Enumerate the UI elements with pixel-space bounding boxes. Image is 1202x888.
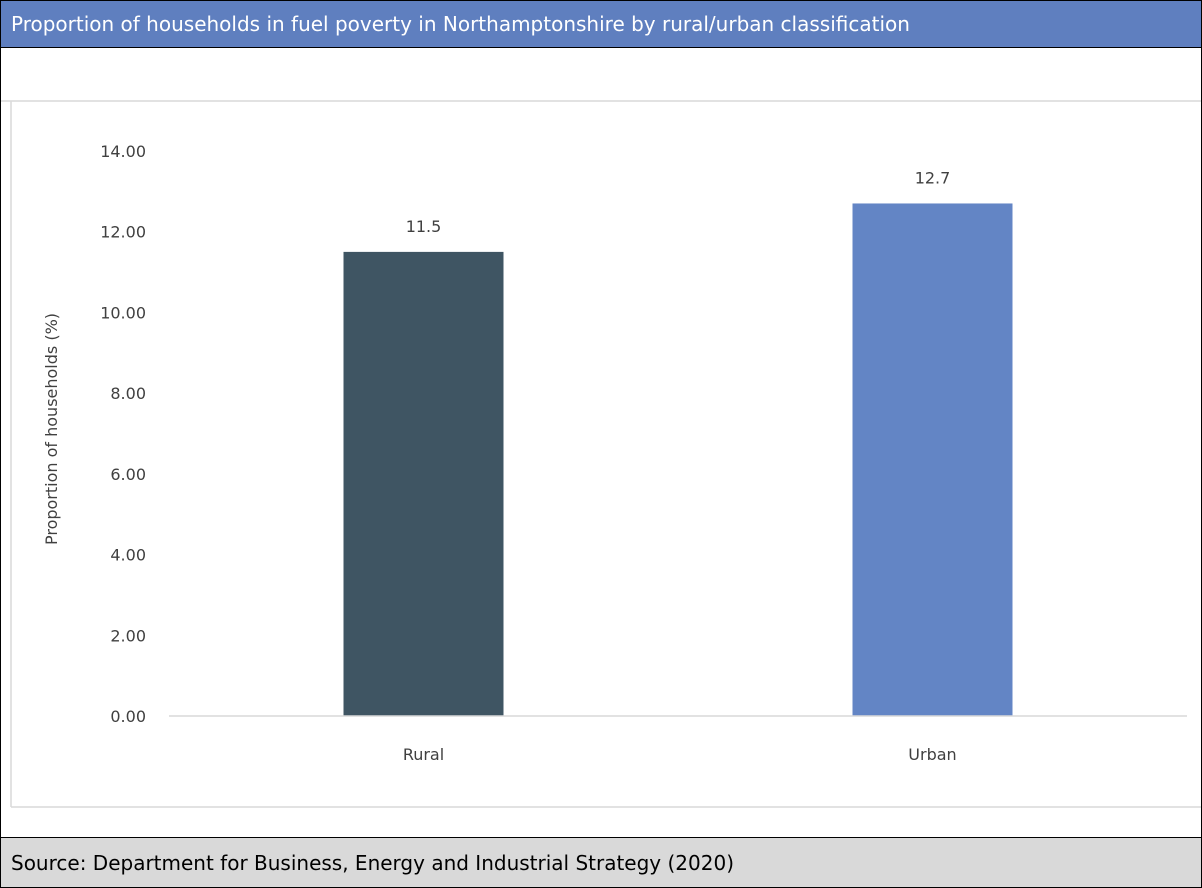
- y-axis-tick-labels: 0.00 2.00 4.00 6.00 8.00 10.00 12.00 14.00: [100, 142, 146, 726]
- chart-area: 0.00 2.00 4.00 6.00 8.00 10.00 12.00 14.00 11.5…: [1, 49, 1201, 837]
- y-tick-label: 0.00: [110, 707, 146, 726]
- data-label: 12.7: [915, 168, 951, 187]
- source-note: Source: Department for Business, Energy …: [1, 837, 1201, 887]
- y-tick-label: 10.00: [100, 303, 146, 322]
- y-tick-label: 4.00: [110, 546, 146, 565]
- data-label: 11.5: [406, 217, 442, 236]
- y-tick-label: 12.00: [100, 223, 146, 242]
- y-tick-label: 14.00: [100, 142, 146, 161]
- y-tick-label: 8.00: [110, 384, 146, 403]
- x-axis-category-labels: Rural Urban: [403, 745, 957, 764]
- bars: [343, 203, 1013, 716]
- chart-title: Proportion of households in fuel poverty…: [1, 1, 1201, 48]
- y-tick-label: 2.00: [110, 626, 146, 645]
- category-label: Urban: [908, 745, 956, 764]
- bar-urban: [852, 203, 1013, 716]
- y-tick-label: 6.00: [110, 465, 146, 484]
- bar-rural: [343, 251, 504, 716]
- bar-chart: 0.00 2.00 4.00 6.00 8.00 10.00 12.00 14.00 11.5…: [1, 100, 1201, 808]
- data-labels: 11.5 12.7: [406, 168, 951, 235]
- category-label: Rural: [403, 745, 444, 764]
- y-axis-title: Proportion of households (%): [42, 313, 61, 545]
